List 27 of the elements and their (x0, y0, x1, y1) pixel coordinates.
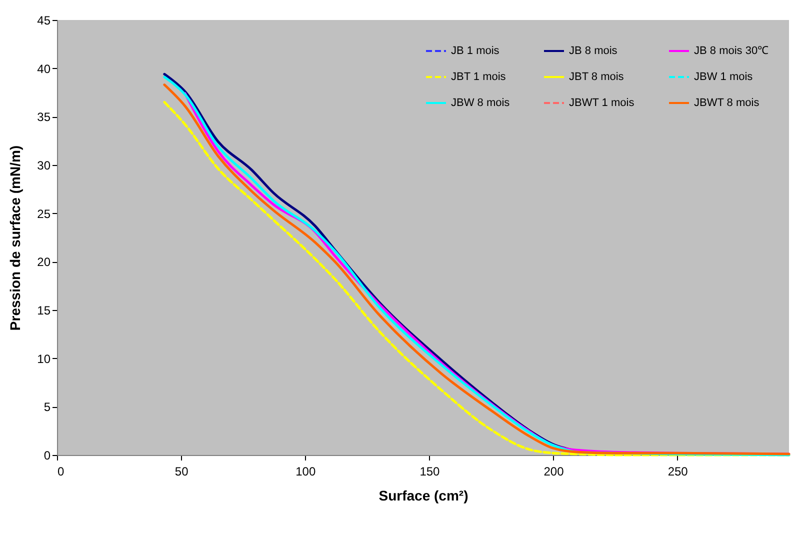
y-tick-label: 5 (44, 400, 51, 414)
x-tick-label: 50 (174, 464, 189, 478)
y-tick-label: 10 (37, 352, 51, 366)
y-tick-label: 20 (37, 255, 51, 270)
legend-label: JBW 1 mois (694, 71, 754, 83)
legend-label: JBWT 8 mois (694, 97, 760, 109)
legend-label: JBT 1 mois (451, 71, 506, 83)
x-tick-label: 200 (544, 464, 564, 478)
y-tick-label: 0 (44, 448, 51, 462)
y-tick-label: 45 (37, 14, 51, 28)
y-tick-label: 25 (37, 206, 51, 221)
x-tick-label: 100 (296, 464, 316, 478)
x-tick-label: 0 (58, 464, 64, 478)
legend-label: JBT 8 mois (569, 71, 624, 83)
legend-label: JB 8 mois 30℃ (694, 45, 769, 57)
x-tick-label: 150 (420, 464, 440, 478)
y-axis-title: Pression de surface (mN/m) (7, 145, 24, 331)
legend-label: JB 1 mois (451, 45, 500, 57)
y-tick-label: 30 (37, 158, 51, 172)
x-axis-title: Surface (cm²) (378, 488, 468, 504)
legend-label: JBW 8 mois (451, 97, 510, 109)
legend-label: JB 8 mois (569, 45, 618, 57)
x-tick-label: 250 (668, 464, 688, 478)
y-tick-label: 35 (37, 110, 51, 124)
legend-label: JBWT 1 mois (569, 97, 635, 109)
y-tick-label: 15 (37, 304, 51, 318)
y-tick-label: 40 (37, 62, 51, 76)
